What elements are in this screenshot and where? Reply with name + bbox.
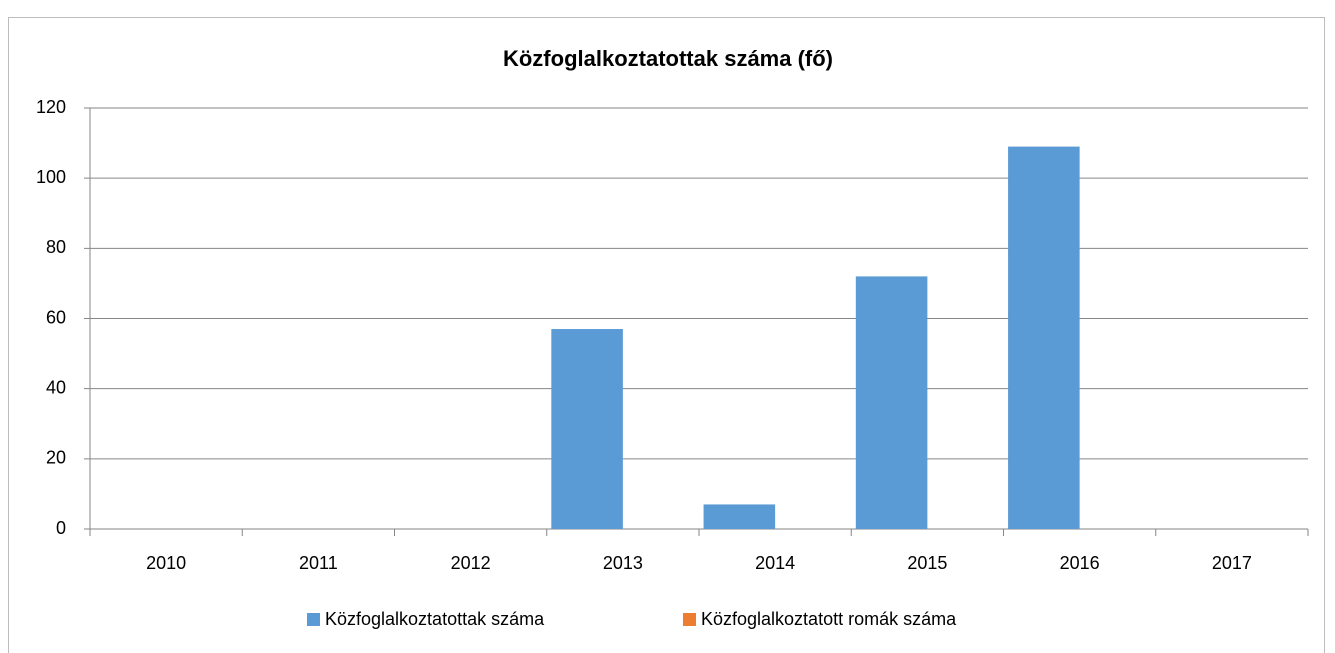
y-tick-label: 100 xyxy=(36,167,66,187)
y-tick-label: 60 xyxy=(46,307,66,327)
bar xyxy=(1008,146,1080,529)
x-tick-label: 2010 xyxy=(146,553,186,573)
x-tick-label: 2017 xyxy=(1212,553,1252,573)
legend-swatch xyxy=(307,613,320,626)
bar xyxy=(551,329,623,529)
x-tick-label: 2012 xyxy=(451,553,491,573)
x-tick-label: 2011 xyxy=(299,553,338,573)
legend-label: Közfoglalkoztatottak száma xyxy=(325,609,545,629)
bar xyxy=(703,504,776,529)
y-tick-label: 120 xyxy=(36,97,66,117)
bar xyxy=(855,276,928,529)
legend-swatch xyxy=(683,613,696,626)
y-tick-label: 40 xyxy=(46,377,66,397)
y-tick-label: 0 xyxy=(56,518,66,538)
x-tick-label: 2013 xyxy=(603,553,643,573)
chart-title: Közfoglalkoztatottak száma (fő) xyxy=(503,46,833,71)
x-tick-label: 2016 xyxy=(1060,553,1100,573)
legend-label: Közfoglalkoztatott romák száma xyxy=(701,609,957,629)
y-tick-label: 20 xyxy=(46,448,66,468)
x-tick-label: 2015 xyxy=(907,553,947,573)
y-tick-label: 80 xyxy=(46,237,66,257)
chart-frame xyxy=(8,17,1325,653)
x-tick-label: 2014 xyxy=(755,553,795,573)
